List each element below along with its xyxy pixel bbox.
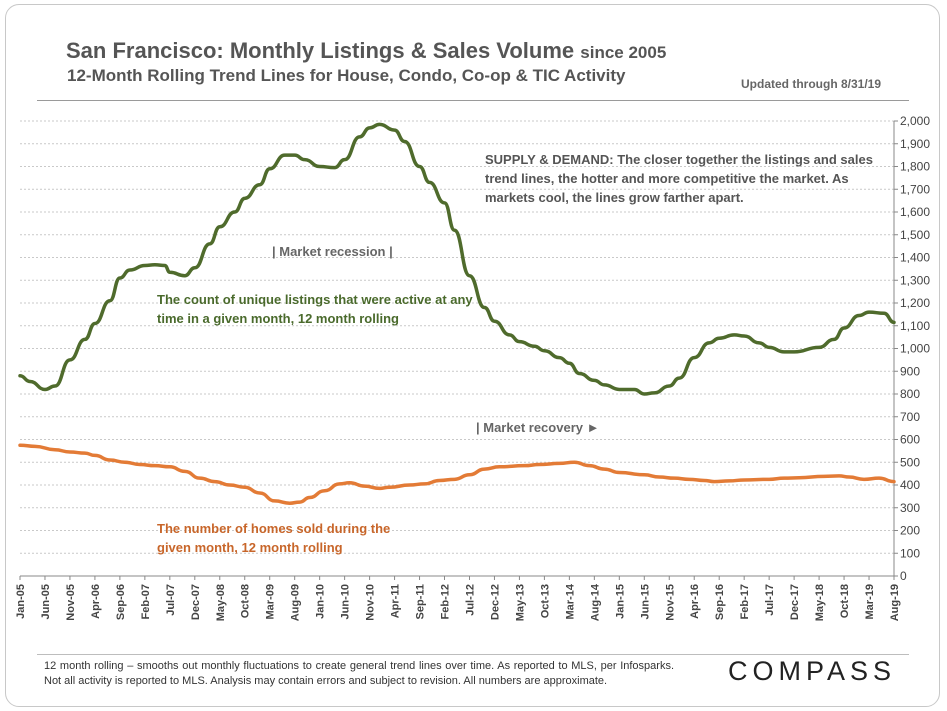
x-tick-label: Jul-17 — [764, 584, 776, 616]
title-since: since 2005 — [580, 43, 667, 62]
y-tick-label: 300 — [900, 501, 920, 515]
title-main: San Francisco: Monthly Listings & Sales … — [66, 38, 575, 63]
chart-subtitle: 12-Month Rolling Trend Lines for House, … — [67, 66, 626, 85]
y-tick-label: 900 — [900, 364, 920, 378]
x-tick-label: Mar-14 — [564, 583, 576, 619]
y-tick-label: 500 — [900, 455, 920, 469]
sold-note: The number of homes sold during the give… — [157, 521, 391, 555]
y-tick-label: 700 — [900, 410, 920, 424]
y-tick-label: 100 — [900, 546, 920, 560]
y-tick-label: 400 — [900, 478, 920, 492]
x-tick-label: Oct-18 — [839, 584, 851, 618]
x-tick-label: Jul-07 — [165, 584, 177, 616]
x-tick-label: Jun-15 — [639, 584, 651, 619]
x-tick-label: Apr-11 — [390, 584, 402, 618]
x-tick-label: Feb-17 — [739, 584, 751, 619]
x-tick-label: Feb-07 — [140, 584, 152, 619]
listings-line — [18, 122, 896, 396]
y-tick-label: 1,200 — [900, 296, 930, 310]
x-axis: Jan-05 Jun-05 Nov-05 Apr-06 Sep-06 Feb-07 Jul-… — [15, 575, 901, 621]
compass-logo: COMPASS — [728, 656, 897, 686]
y-tick-label: 1,100 — [900, 319, 930, 333]
x-tick-label: Dec-17 — [789, 584, 801, 620]
x-tick-label: Apr-16 — [689, 584, 701, 619]
x-tick-label: Jun-05 — [40, 584, 52, 619]
x-tick-label: May-18 — [814, 584, 826, 621]
y-axis: 0 100 200 300 400 500 600 700 800 900 1,000 1,100 1,… — [893, 114, 930, 583]
y-tick-label: 0 — [900, 569, 907, 583]
market-recovery-label: | Market recovery ► — [476, 420, 600, 435]
x-tick-label: Jun-10 — [340, 584, 352, 619]
y-tick-label: 2,000 — [900, 114, 930, 128]
y-tick-label: 1,300 — [900, 273, 930, 287]
x-tick-label: Aug-09 — [290, 584, 302, 621]
y-tick-label: 800 — [900, 387, 920, 401]
x-tick-label: Oct-08 — [240, 584, 252, 618]
x-tick-label: Sep-16 — [714, 584, 726, 620]
x-tick-label: Jul-12 — [464, 584, 476, 616]
x-tick-label: Nov-15 — [664, 584, 676, 621]
chart-title: San Francisco: Monthly Listings & Sales … — [66, 38, 666, 64]
x-tick-label: Nov-05 — [65, 584, 77, 621]
x-tick-label: Mar-19 — [864, 584, 876, 619]
x-tick-label: Sep-11 — [415, 584, 427, 619]
x-tick-label: Dec-12 — [489, 584, 501, 620]
sales-line — [18, 443, 896, 505]
footer-rule — [37, 654, 909, 655]
x-tick-label: Aug-19 — [889, 584, 901, 621]
x-tick-label: Jan-15 — [614, 584, 626, 619]
y-tick-label: 200 — [900, 524, 920, 538]
x-tick-label: Apr-06 — [90, 584, 102, 619]
x-tick-label: May-08 — [215, 584, 227, 621]
x-tick-label: Nov-10 — [365, 584, 377, 621]
y-tick-label: 1,400 — [900, 251, 930, 265]
footnote: 12 month rolling – smooths out monthly f… — [44, 660, 674, 687]
updated-label: Updated through 8/31/19 — [741, 77, 882, 91]
x-tick-label: Dec-07 — [190, 584, 202, 620]
supply-demand-note: SUPPLY & DEMAND: The closer together the… — [485, 152, 873, 205]
market-recession-label: | Market recession | — [272, 244, 393, 259]
y-tick-label: 1,000 — [900, 342, 930, 356]
x-tick-label: May-13 — [514, 584, 526, 621]
x-tick-label: Oct-13 — [539, 584, 551, 618]
y-tick-label: 1,700 — [900, 182, 930, 196]
x-tick-label: Aug-14 — [589, 583, 601, 621]
x-tick-label: Mar-09 — [265, 584, 277, 619]
x-tick-label: Sep-06 — [115, 584, 127, 620]
header-rule — [37, 100, 909, 101]
y-tick-label: 1,500 — [900, 228, 930, 242]
series-lines — [18, 122, 896, 505]
x-tick-label: Jan-10 — [315, 584, 327, 619]
y-tick-label: 1,600 — [900, 205, 930, 219]
y-tick-label: 1,800 — [900, 160, 930, 174]
x-tick-label: Jan-05 — [15, 584, 27, 619]
y-tick-label: 600 — [900, 433, 920, 447]
y-tick-label: 1,900 — [900, 137, 930, 151]
x-tick-label: Feb-12 — [440, 584, 452, 619]
listings-note: The count of unique listings that were a… — [157, 292, 473, 326]
